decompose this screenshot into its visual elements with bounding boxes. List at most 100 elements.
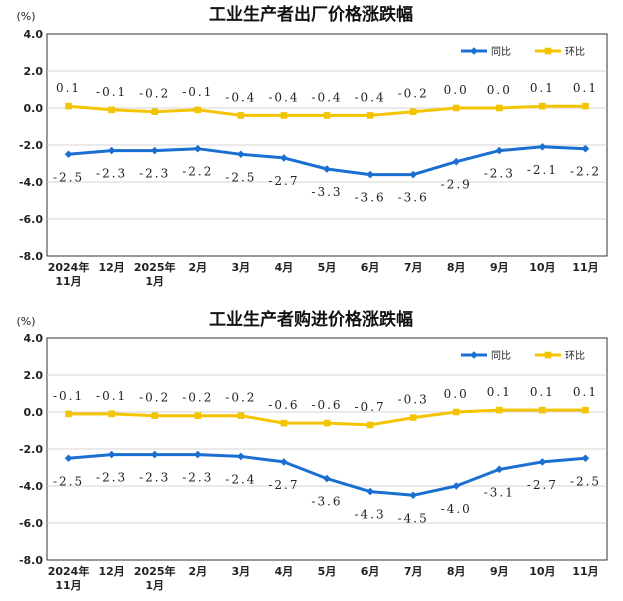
data-point <box>452 482 461 490</box>
data-label: -2.7 <box>268 174 299 188</box>
data-point <box>108 410 115 418</box>
data-point <box>366 112 374 119</box>
data-point <box>366 421 374 429</box>
y-axis-unit: (%) <box>16 10 35 23</box>
legend-label: 环比 <box>565 46 585 58</box>
data-label: 0.0 <box>444 387 469 401</box>
data-point <box>65 102 72 110</box>
data-label: -2.3 <box>96 471 127 485</box>
data-label: -2.3 <box>139 167 170 181</box>
legend-marker <box>544 351 552 359</box>
data-point <box>280 419 288 427</box>
x-tick-label: 12月 <box>98 565 124 578</box>
data-point <box>194 106 202 114</box>
data-label: 0.1 <box>56 81 81 95</box>
data-point <box>538 458 547 466</box>
data-point <box>323 419 331 427</box>
data-label: -2.1 <box>527 163 558 177</box>
data-label: -0.1 <box>96 389 127 403</box>
x-tick-label: 2月 <box>188 565 207 578</box>
x-tick-label: 3月 <box>232 565 251 578</box>
data-point <box>107 450 116 459</box>
x-tick-label: 4月 <box>275 261 294 274</box>
data-label: -3.6 <box>355 191 386 205</box>
x-tick-label: 2025年 <box>134 564 176 578</box>
data-point <box>539 406 546 414</box>
x-tick-label: 4月 <box>275 565 294 578</box>
x-tick-label: 10月 <box>529 565 555 578</box>
y-tick-label: -4.0 <box>19 480 43 493</box>
data-label: -0.2 <box>182 391 213 405</box>
data-point <box>193 450 202 459</box>
data-point <box>409 108 417 115</box>
x-tick-label: 8月 <box>447 261 466 274</box>
data-point <box>582 406 589 414</box>
y-tick-label: -6.0 <box>19 213 43 226</box>
data-label: -3.6 <box>311 495 342 509</box>
data-point <box>323 474 331 483</box>
x-tick-label: 5月 <box>318 565 337 578</box>
y-tick-label: -8.0 <box>19 250 43 263</box>
y-tick-label: 0.0 <box>24 406 44 419</box>
data-label: -2.7 <box>268 478 299 492</box>
y-tick-label: 2.0 <box>24 369 44 382</box>
data-point <box>409 170 417 179</box>
y-tick-label: -4.0 <box>19 176 43 189</box>
data-point <box>496 406 503 414</box>
legend-label: 同比 <box>491 350 511 362</box>
data-label: -0.4 <box>355 90 386 104</box>
data-label: -2.2 <box>182 165 213 179</box>
data-label: -2.5 <box>53 474 84 488</box>
data-point <box>582 102 589 110</box>
data-label: -0.1 <box>182 85 213 99</box>
data-label: -0.2 <box>139 391 170 405</box>
data-label: 0.1 <box>530 385 555 399</box>
data-label: 0.1 <box>573 81 598 95</box>
x-tick-label: 2024年 <box>48 564 90 578</box>
x-tick-label: 8月 <box>447 565 466 578</box>
data-label: -4.3 <box>355 508 386 522</box>
data-label: -4.5 <box>398 511 429 525</box>
data-point <box>366 487 374 496</box>
legend-marker <box>470 47 478 55</box>
x-tick-label: 2024年 <box>48 260 90 274</box>
chart-title: 工业生产者出厂价格涨跌幅 <box>209 4 413 25</box>
x-tick-label: 11月 <box>55 275 81 288</box>
y-tick-label: 0.0 <box>24 102 44 115</box>
data-label: -2.7 <box>527 478 558 492</box>
x-tick-label: 11月 <box>55 579 81 592</box>
data-label: -0.2 <box>139 87 170 101</box>
x-tick-label: 7月 <box>404 261 423 274</box>
data-point <box>237 150 245 159</box>
data-label: -2.3 <box>182 471 213 485</box>
data-point <box>64 454 73 463</box>
data-label: -2.5 <box>53 170 84 184</box>
data-label: -2.9 <box>441 178 472 192</box>
data-point <box>151 108 158 115</box>
legend-label: 同比 <box>491 46 511 58</box>
x-tick-label: 1月 <box>145 579 164 592</box>
y-tick-label: 2.0 <box>24 65 44 78</box>
data-label: -2.3 <box>139 471 170 485</box>
data-point <box>280 154 288 162</box>
data-point <box>366 170 374 179</box>
data-label: -0.7 <box>355 400 386 414</box>
data-point <box>496 104 503 112</box>
x-tick-label: 7月 <box>404 565 423 578</box>
data-label: -2.3 <box>484 167 515 181</box>
x-tick-label: 5月 <box>318 261 337 274</box>
data-point <box>452 157 461 166</box>
chart-title: 工业生产者购进价格涨跌幅 <box>209 309 413 330</box>
data-label: -2.4 <box>225 472 256 486</box>
x-tick-label: 6月 <box>361 565 380 578</box>
data-label: -0.1 <box>53 389 84 403</box>
data-label: -0.4 <box>225 90 256 104</box>
data-label: -3.3 <box>311 185 342 199</box>
data-label: -3.6 <box>398 191 429 205</box>
data-point <box>151 412 158 419</box>
data-label: 0.0 <box>444 83 469 97</box>
y-tick-label: 4.0 <box>24 28 44 41</box>
data-label: -0.4 <box>311 90 342 104</box>
data-point <box>150 450 159 459</box>
